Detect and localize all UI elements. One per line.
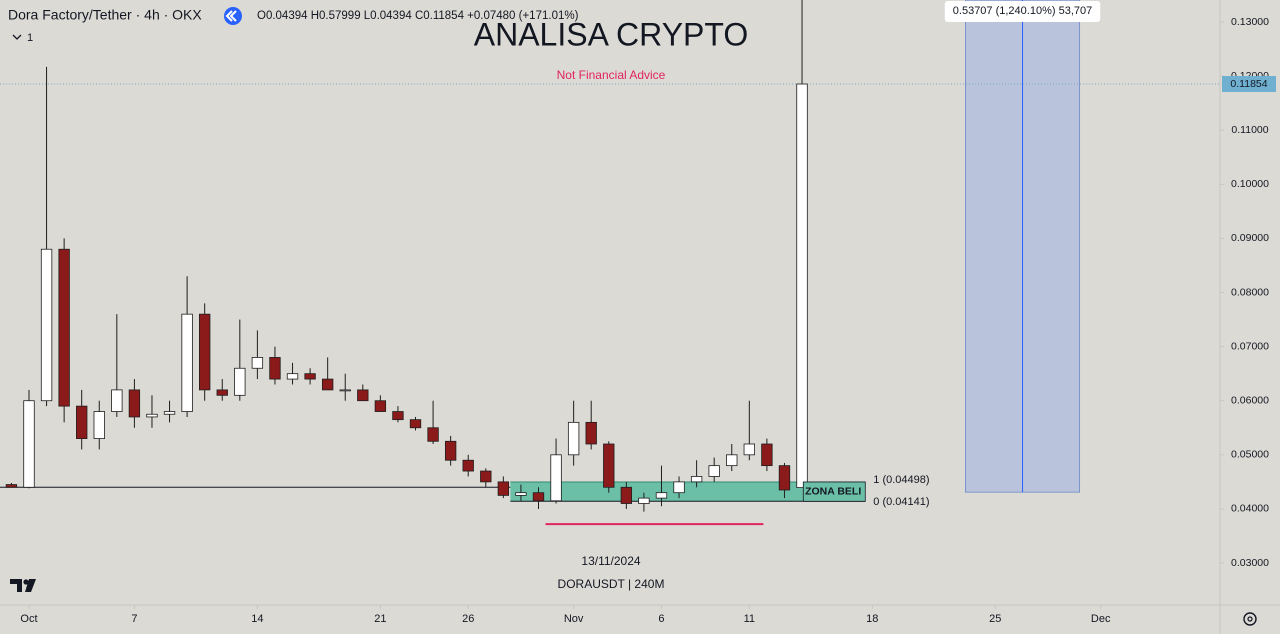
candle-body <box>304 373 316 380</box>
y-tick-label: 0.10000 <box>1231 178 1269 190</box>
y-tick-label: 0.06000 <box>1231 395 1269 407</box>
candle-body <box>796 83 808 489</box>
candle-body <box>532 492 545 502</box>
y-tick-label: 0.04000 <box>1231 503 1269 515</box>
replay-icon[interactable] <box>224 7 242 25</box>
y-tick-label: 0.08000 <box>1231 286 1269 298</box>
candle-body <box>128 389 141 418</box>
candle-body <box>690 476 703 483</box>
x-tick-label: 11 <box>744 613 755 625</box>
x-tick-label: 6 <box>658 613 664 625</box>
candle-body <box>146 413 158 418</box>
candle-body <box>339 389 351 392</box>
candle-body <box>357 389 369 402</box>
candle-body <box>23 400 35 488</box>
settings-icon[interactable] <box>1243 612 1257 626</box>
candle-body <box>5 484 18 488</box>
tv-logo-part <box>23 579 29 585</box>
y-tick-label: 0.05000 <box>1231 449 1269 461</box>
chart-title: ANALISA CRYPTO <box>474 16 748 52</box>
candle-body <box>638 497 650 504</box>
candle-body <box>409 419 422 429</box>
candle-body <box>199 313 211 391</box>
candle-body <box>181 313 193 412</box>
last-price-box <box>1222 76 1276 93</box>
x-tick-label: Oct <box>20 613 37 625</box>
candle-body <box>462 459 474 472</box>
candle-body <box>585 421 597 445</box>
x-tick-label: 14 <box>251 613 263 625</box>
candle-body <box>58 248 70 407</box>
candle-body <box>655 492 668 499</box>
symbol-title[interactable]: Dora Factory/Tether · 4h · OKX <box>8 7 202 23</box>
x-tick-label: 25 <box>989 613 1001 625</box>
tv-logo-part <box>10 579 22 592</box>
measure-label-box <box>944 1 1101 22</box>
candle-body <box>93 411 105 439</box>
chart-subtitle: Not Financial Advice <box>557 68 666 82</box>
tv-logo-part <box>25 579 36 592</box>
candle-body <box>427 427 439 442</box>
candle-body <box>321 378 334 391</box>
x-tick-label: 7 <box>131 613 137 625</box>
candle-body <box>251 357 264 369</box>
x-tick-label: Nov <box>564 613 584 625</box>
candle-body <box>234 367 246 396</box>
candle-body <box>515 492 527 496</box>
zone-label-box <box>802 481 866 502</box>
candle-body <box>567 421 580 456</box>
x-tick-label: 21 <box>374 613 386 625</box>
candle-body <box>620 486 633 504</box>
candle-body <box>480 470 492 483</box>
zone-bottom-label: 0 (0.04141) <box>873 496 929 508</box>
date-label: 13/11/2024 <box>581 554 640 568</box>
candle-body <box>286 373 299 380</box>
zone-label: ZONA BELI <box>805 485 861 497</box>
candle-body <box>726 454 738 467</box>
indicator-count[interactable]: 1 <box>27 32 33 44</box>
candle-body <box>497 481 510 496</box>
candle-body <box>392 411 404 421</box>
collapse-icon[interactable] <box>12 34 22 40</box>
last-price-label: 0.11854 <box>1230 78 1267 90</box>
candle-body <box>708 465 720 477</box>
buy-zone <box>510 481 866 502</box>
y-tick-label: 0.11000 <box>1231 124 1268 136</box>
ohlc-readout: O0.04394 H0.57999 L0.04394 C0.11854 +0.0… <box>257 10 579 22</box>
candle-body <box>111 389 123 412</box>
candle-body <box>778 465 791 491</box>
replay-icon-glyph <box>225 10 237 22</box>
candle-body <box>40 248 53 402</box>
symbol-label: DORAUSDT | 240M <box>558 577 665 591</box>
x-tick-label: 26 <box>462 613 474 625</box>
settings-gear <box>1243 612 1257 626</box>
candle-body <box>163 411 176 415</box>
candle-body <box>603 443 615 488</box>
y-tick-label: 0.13000 <box>1231 16 1269 28</box>
candle-body <box>743 443 755 456</box>
settings-hub <box>1247 616 1253 622</box>
x-tick-label: 18 <box>866 613 878 625</box>
candle-body <box>550 454 562 502</box>
x-tick-label: Dec <box>1091 613 1111 625</box>
y-tick-label: 0.09000 <box>1231 232 1269 244</box>
candle-body <box>216 389 228 396</box>
candle-body <box>444 440 457 461</box>
candle-body <box>76 405 88 439</box>
zone-top-label: 1 (0.04498) <box>873 474 929 486</box>
candle-body <box>374 400 387 412</box>
tv-logo[interactable] <box>10 579 36 592</box>
y-tick-label: 0.03000 <box>1231 557 1269 569</box>
y-tick-label: 0.07000 <box>1231 340 1269 352</box>
candle-body <box>761 443 773 467</box>
measure-label: 0.53707 (1,240.10%) 53,707 <box>953 5 1092 17</box>
candle-body <box>269 357 281 380</box>
candle-body <box>673 481 685 494</box>
